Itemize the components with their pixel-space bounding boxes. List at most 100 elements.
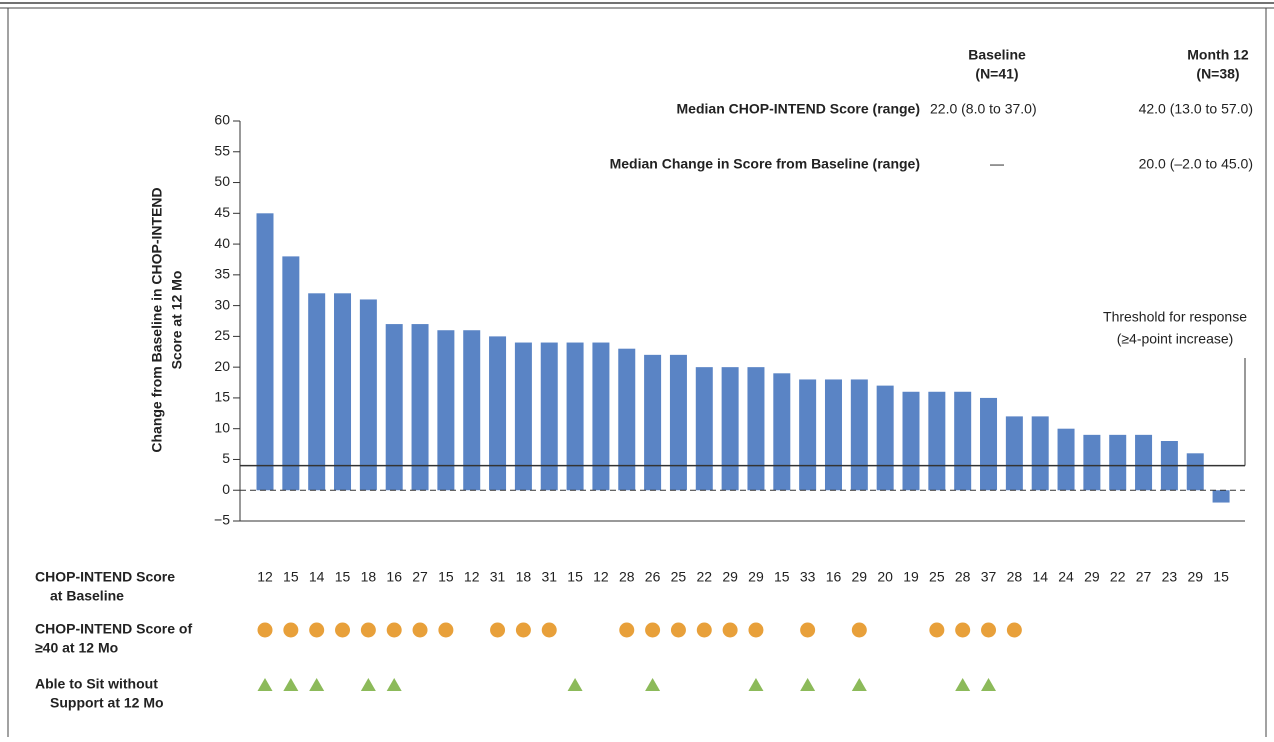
sit-marker <box>955 678 971 691</box>
summary-cell: 20.0 (–2.0 to 45.0) <box>1139 156 1253 172</box>
summary-label: Median Change in Score from Baseline (ra… <box>610 156 920 172</box>
sit-marker <box>309 678 325 691</box>
baseline-score: 31 <box>490 569 506 585</box>
bar <box>618 348 636 491</box>
bar <box>799 379 817 491</box>
baseline-score: 14 <box>1032 569 1048 585</box>
baseline-score: 16 <box>826 569 842 585</box>
baseline-score: 15 <box>335 569 351 585</box>
sit-marker <box>851 678 867 691</box>
score-marker <box>851 622 867 638</box>
bar <box>1212 490 1230 503</box>
score-marker <box>800 622 816 638</box>
sit-marker <box>360 678 376 691</box>
bar <box>850 379 868 491</box>
baseline-score: 24 <box>1058 569 1074 585</box>
bar <box>566 342 584 491</box>
bar <box>1135 434 1153 491</box>
sit-marker <box>257 678 273 691</box>
y-tick-label: 30 <box>214 296 230 312</box>
baseline-score: 31 <box>541 569 557 585</box>
bar <box>773 373 791 491</box>
y-tick-label: 60 <box>214 112 230 128</box>
score-marker <box>619 622 635 638</box>
y-tick-label: 40 <box>214 235 230 251</box>
score-marker <box>412 622 428 638</box>
baseline-score: 16 <box>386 569 402 585</box>
bar <box>359 299 377 491</box>
baseline-score: 14 <box>309 569 325 585</box>
row-label: Able to Sit without <box>35 676 158 692</box>
row-label: at Baseline <box>50 588 124 604</box>
baseline-score: 29 <box>748 569 764 585</box>
y-tick-label: 0 <box>222 481 230 497</box>
baseline-score: 12 <box>593 569 609 585</box>
bar <box>514 342 532 491</box>
baseline-score: 18 <box>361 569 377 585</box>
score-marker <box>257 622 273 638</box>
y-axis-label: Score at 12 Mo <box>169 271 185 370</box>
score-marker <box>722 622 738 638</box>
baseline-score: 15 <box>567 569 583 585</box>
bar <box>824 379 842 491</box>
score-marker <box>438 622 454 638</box>
baseline-score: 28 <box>1007 569 1023 585</box>
row-label: Support at 12 Mo <box>50 695 164 711</box>
baseline-score: 22 <box>1110 569 1126 585</box>
score-marker <box>748 622 764 638</box>
bar <box>282 256 300 491</box>
bar <box>1109 434 1127 491</box>
baseline-score: 15 <box>438 569 454 585</box>
bar <box>1057 428 1075 491</box>
bar <box>954 391 972 491</box>
baseline-score: 29 <box>852 569 868 585</box>
baseline-score: 29 <box>722 569 738 585</box>
baseline-score: 29 <box>1084 569 1100 585</box>
y-tick-label: 10 <box>214 419 230 435</box>
row-label: CHOP-INTEND Score <box>35 569 175 585</box>
baseline-score: 28 <box>619 569 635 585</box>
baseline-score: 27 <box>412 569 428 585</box>
score-marker <box>645 622 661 638</box>
threshold-label: Threshold for response <box>1103 309 1247 325</box>
baseline-score: 15 <box>283 569 299 585</box>
bar <box>540 342 558 491</box>
baseline-score: 27 <box>1136 569 1152 585</box>
score-marker <box>515 622 531 638</box>
score-marker <box>955 622 971 638</box>
bar <box>1005 416 1023 491</box>
y-tick-label: 45 <box>214 204 230 220</box>
score-marker <box>360 622 376 638</box>
bar <box>721 367 739 491</box>
bar <box>308 293 326 491</box>
score-marker <box>541 622 557 638</box>
bar <box>980 397 998 491</box>
baseline-score: 18 <box>516 569 532 585</box>
baseline-score: 29 <box>1187 569 1203 585</box>
y-tick-label: 5 <box>222 450 230 466</box>
summary-label: Median CHOP-INTEND Score (range) <box>677 101 920 117</box>
column-header: (N=41) <box>975 66 1018 82</box>
row-label: ≥40 at 12 Mo <box>35 640 118 656</box>
summary-cell: 42.0 (13.0 to 57.0) <box>1139 101 1253 117</box>
sit-marker <box>748 678 764 691</box>
baseline-score: 12 <box>257 569 273 585</box>
y-tick-label: −5 <box>214 512 230 528</box>
baseline-score: 19 <box>903 569 919 585</box>
sit-marker <box>283 678 299 691</box>
y-tick-label: 20 <box>214 358 230 374</box>
bar <box>334 293 352 491</box>
baseline-score: 28 <box>955 569 971 585</box>
y-tick-label: 50 <box>214 173 230 189</box>
bar <box>437 330 455 491</box>
column-header: (N=38) <box>1196 66 1239 82</box>
sit-marker <box>386 678 402 691</box>
bar <box>1186 453 1204 491</box>
baseline-score: 12 <box>464 569 480 585</box>
bar <box>928 391 946 491</box>
bar <box>644 354 662 491</box>
baseline-score: 15 <box>1213 569 1229 585</box>
score-marker <box>929 622 945 638</box>
baseline-score: 23 <box>1162 569 1178 585</box>
